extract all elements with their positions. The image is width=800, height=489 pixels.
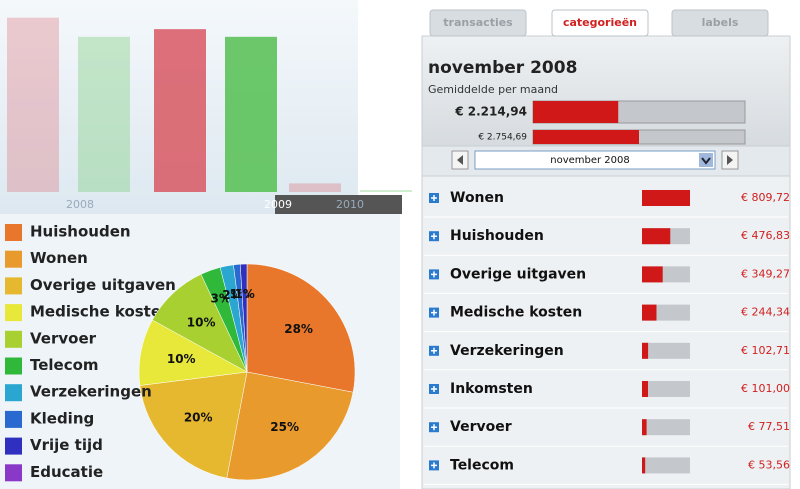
legend-label: Verzekeringen (30, 383, 152, 401)
average-bar (533, 130, 639, 144)
slice-label: 20% (184, 410, 213, 424)
amount-bar (642, 190, 690, 206)
legend-swatch (5, 224, 22, 241)
amount-label: € 349,27 (741, 267, 790, 280)
slice-label: 25% (270, 420, 299, 434)
expand-plus (431, 271, 437, 278)
tab-label[interactable]: transacties (443, 16, 513, 29)
amount-label: € 476,83 (741, 229, 790, 242)
panel-subtitle: Gemiddelde per maand (428, 83, 558, 96)
legend-label: Medische kosten (30, 303, 172, 321)
pie-slice (246, 263, 356, 393)
legend-label: Wonen (30, 249, 88, 267)
average-label: € 2.214,94 (454, 105, 527, 119)
slice-label: 28% (284, 322, 313, 336)
category-name: Huishouden (450, 228, 544, 244)
bar (225, 36, 277, 193)
legend-swatch (5, 304, 22, 322)
legend-label: Overige uitgaven (30, 276, 176, 294)
expand-plus (431, 309, 437, 316)
legend-label: Vrije tijd (30, 436, 103, 454)
x-tick-label[interactable]: 2009 (264, 198, 292, 211)
amount-bar (642, 342, 649, 359)
tab[interactable] (551, 9, 649, 37)
amount-track (642, 419, 690, 436)
bar (78, 36, 130, 193)
legend-swatch (5, 277, 22, 295)
tab-label[interactable]: labels (702, 16, 739, 29)
select-arrow-box (699, 153, 713, 167)
amount-bar (642, 419, 647, 436)
legend-swatch (5, 437, 22, 455)
amount-label: € 101,00 (741, 382, 790, 395)
amount-track (642, 381, 690, 397)
panel-header (421, 35, 791, 147)
amount-label: € 102,71 (741, 344, 790, 357)
amount-bar (642, 266, 663, 283)
legend-label: Vervoer (30, 329, 97, 347)
x-tick-label[interactable]: 2010 (336, 198, 364, 211)
category-name: Medische kosten (450, 305, 582, 321)
amount-bar (642, 228, 671, 245)
bar (360, 190, 412, 192)
amount-bar (642, 381, 648, 397)
amount-label: € 77,51 (748, 420, 790, 433)
amount-track (642, 342, 690, 359)
next-arrow (727, 155, 733, 165)
amount-bar (642, 457, 646, 474)
slice-label: 1% (234, 287, 254, 301)
legend-label: Telecom (30, 356, 99, 374)
bar (7, 17, 59, 192)
category-name: Wonen (450, 190, 504, 206)
amount-track (642, 457, 690, 474)
x-tick-label[interactable]: 2008 (66, 198, 94, 211)
expand-plus (431, 347, 437, 354)
bar (154, 29, 206, 192)
selected-year-tab (275, 195, 402, 214)
legend-swatch (5, 464, 22, 482)
amount-bar (642, 304, 657, 321)
expand-plus (431, 195, 437, 201)
pie-slice (226, 371, 354, 481)
slice-label: 10% (167, 352, 196, 366)
pie-slice (139, 371, 248, 479)
expand-plus (431, 424, 437, 431)
average-label: € 2.754,69 (478, 133, 527, 143)
legend-swatch (5, 250, 22, 268)
legend-swatch (5, 357, 22, 375)
category-name: Verzekeringen (450, 343, 564, 359)
legend-swatch (5, 410, 22, 428)
expand-plus (431, 462, 437, 469)
legend-swatch (5, 330, 22, 348)
category-name: Telecom (450, 457, 514, 473)
legend-swatch (5, 384, 22, 402)
tab[interactable] (671, 9, 769, 37)
prev-arrow (457, 155, 463, 165)
tab[interactable] (429, 9, 527, 37)
slice-label: 3% (210, 291, 230, 305)
expand-plus (431, 386, 437, 392)
pie-slice (239, 263, 248, 373)
category-name: Vervoer (450, 419, 512, 435)
amount-label: € 809,72 (741, 191, 790, 204)
legend-label: Kleding (30, 409, 94, 427)
panel-title: november 2008 (428, 58, 577, 78)
legend-label: Educatie (30, 463, 103, 481)
select-arrow (701, 157, 711, 165)
category-list (421, 175, 791, 489)
legend-label: Huishouden (30, 223, 131, 241)
average-bar (533, 101, 619, 123)
amount-label: € 244,34 (741, 306, 790, 319)
month-select-text: november 2008 (550, 155, 630, 166)
bar (289, 183, 341, 192)
category-name: Inkomsten (450, 381, 533, 397)
amount-label: € 53,56 (748, 458, 790, 471)
tab-label[interactable]: categorieën (563, 16, 637, 29)
slice-label: 10% (187, 316, 216, 330)
expand-plus (431, 233, 437, 240)
month-select[interactable] (474, 150, 716, 170)
category-name: Overige uitgaven (450, 266, 586, 282)
